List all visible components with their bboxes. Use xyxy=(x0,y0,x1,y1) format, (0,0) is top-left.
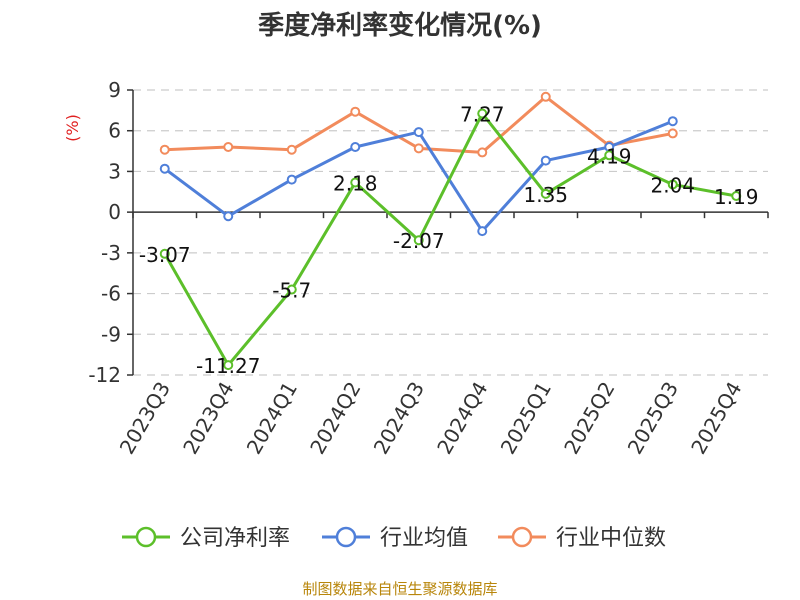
data-label: -5.7 xyxy=(272,279,311,303)
grid xyxy=(133,89,768,376)
x-tick-label: 2024Q1 xyxy=(242,378,302,459)
data-label: 4.19 xyxy=(587,144,632,168)
data-label: 2.18 xyxy=(333,172,378,196)
data-label: 2.04 xyxy=(650,173,695,197)
series-point-0 xyxy=(477,108,488,119)
y-tick-labels: 9 6 3 0 -3 -6 -9 -12 xyxy=(88,78,121,387)
data-label: 7.27 xyxy=(460,102,505,126)
series-point-0 xyxy=(731,190,742,201)
series-point-1 xyxy=(223,211,234,222)
data-label: 1.19 xyxy=(714,185,759,209)
series-point-2 xyxy=(413,143,424,154)
x-tick-label: 2024Q4 xyxy=(432,378,492,459)
series-point-0 xyxy=(540,188,551,199)
series-point-1 xyxy=(540,155,551,166)
series-layer xyxy=(159,91,742,371)
chart-title: 季度净利率变化情况(%) xyxy=(258,10,542,41)
x-tick-label: 2025Q4 xyxy=(686,378,746,459)
legend-marker-0 xyxy=(135,526,157,548)
series-point-0 xyxy=(667,179,678,190)
data-label: 1.35 xyxy=(523,183,568,207)
data-label: -2.07 xyxy=(393,229,445,253)
legend-label-1: 行业均值 xyxy=(380,526,468,551)
data-label: -11.27 xyxy=(196,354,260,378)
y-tick-label: 3 xyxy=(108,159,121,183)
series-point-2 xyxy=(286,144,297,155)
axes xyxy=(127,89,769,376)
series-point-0 xyxy=(604,150,615,161)
series-point-2 xyxy=(223,142,234,152)
y-tick-label: -3 xyxy=(101,241,121,265)
series-point-0 xyxy=(286,284,297,295)
series-point-0 xyxy=(159,248,170,259)
legend-marker-1 xyxy=(335,526,357,548)
legend-label-0: 公司净利率 xyxy=(180,526,290,551)
data-label: -3.07 xyxy=(139,243,191,267)
y-axis-label: (%) xyxy=(63,114,82,142)
series-point-1 xyxy=(350,142,361,152)
y-tick-label: -6 xyxy=(101,282,121,306)
footer-source: 制图数据来自恒生聚源数据库 xyxy=(302,580,497,598)
data-labels: -3.07 -11.27 -5.7 2.18 -2.07 7.27 1.35 4.19 2.04… xyxy=(139,102,759,378)
x-tick-label: 2024Q2 xyxy=(305,378,365,459)
series-point-1 xyxy=(477,226,488,237)
series-point-0 xyxy=(413,235,424,246)
legend-label-2: 行业中位数 xyxy=(556,526,666,551)
x-tick-label: 2023Q4 xyxy=(178,378,238,459)
series-point-0 xyxy=(350,177,361,188)
x-tick-label: 2025Q1 xyxy=(496,378,556,459)
x-tick-label: 2025Q2 xyxy=(559,378,619,459)
y-tick-label: 6 xyxy=(108,119,121,143)
series-point-2 xyxy=(540,91,551,102)
x-tick-label: 2025Q3 xyxy=(623,378,683,459)
series-point-2 xyxy=(667,128,678,139)
x-tick-labels: 2023Q3 2023Q4 2024Q1 2024Q2 2024Q3 2024Q4 2025… xyxy=(115,378,747,459)
y-tick-label: -12 xyxy=(88,363,121,387)
series-point-1 xyxy=(413,127,424,138)
legend: 公司净利率 行业均值 行业中位数 xyxy=(122,526,666,551)
y-tick-label: 9 xyxy=(108,78,121,102)
x-tick-label: 2023Q3 xyxy=(115,378,175,459)
series-point-1 xyxy=(159,163,170,174)
y-tick-label: -9 xyxy=(101,322,121,346)
series-point-0 xyxy=(223,360,234,371)
legend-marker-2 xyxy=(511,526,533,548)
series-point-1 xyxy=(667,116,678,127)
series-point-1 xyxy=(286,174,297,185)
y-tick-label: 0 xyxy=(108,200,121,224)
series-point-2 xyxy=(350,106,361,117)
series-point-2 xyxy=(159,144,170,155)
x-tick-label: 2024Q3 xyxy=(369,378,429,459)
series-point-2 xyxy=(477,147,488,158)
series-line-0 xyxy=(163,111,737,367)
